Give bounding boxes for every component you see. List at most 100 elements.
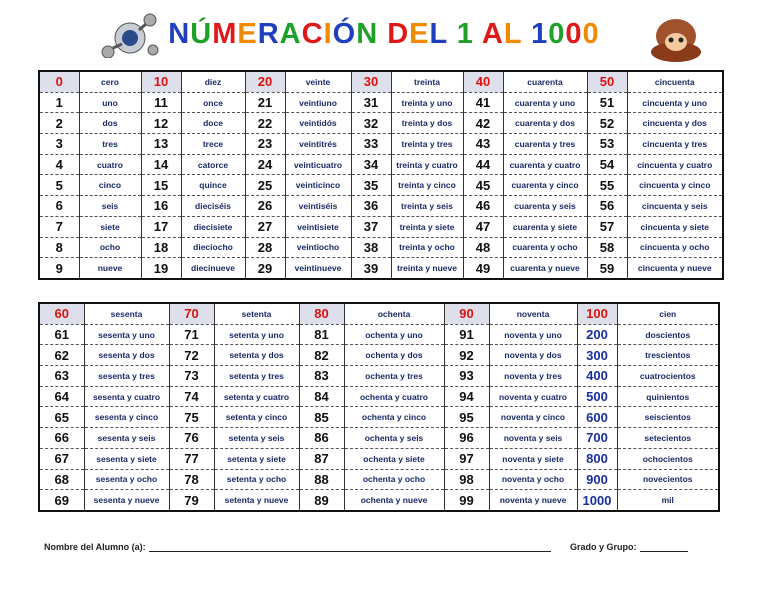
- number-cell: 22: [244, 112, 285, 135]
- table-row: 0 cero 10 diez 20 veinte 30 treinta 40 cuarenta 50…: [38, 71, 723, 93]
- title-letter: R: [257, 18, 280, 50]
- title-letter: Ó: [332, 18, 357, 50]
- number-cell: 87: [298, 448, 344, 470]
- number-cell: 6: [38, 195, 79, 217]
- word-cell: ochenta y dos: [343, 344, 444, 367]
- number-cell: 69: [38, 489, 84, 512]
- word-cell: cuarenta y siete: [502, 216, 587, 238]
- word-cell: sesenta y uno: [83, 324, 169, 346]
- number-cell: 100: [576, 303, 617, 325]
- word-cell: cuarenta y seis: [502, 195, 587, 217]
- number-cell: 43: [462, 133, 503, 155]
- number-cell: 86: [298, 427, 344, 449]
- number-cell: 300: [576, 344, 617, 367]
- word-cell: ochenta: [343, 303, 444, 325]
- word-cell: cuarenta y nueve: [502, 257, 587, 280]
- number-cell: 28: [244, 237, 285, 259]
- word-cell: ochenta y cuatro: [343, 386, 444, 408]
- word-cell: veintidós: [284, 112, 351, 135]
- number-cell: 7: [38, 216, 79, 238]
- number-cell: 0: [38, 71, 79, 93]
- number-cell: 4: [38, 154, 79, 176]
- title-letter: N: [168, 18, 191, 50]
- word-cell: noventa y cuatro: [488, 386, 577, 408]
- word-cell: cincuenta y cuatro: [626, 154, 723, 176]
- word-cell: doscientos: [616, 324, 719, 346]
- word-cell: diecinueve: [180, 257, 245, 280]
- word-cell: veintisiete: [284, 216, 351, 238]
- group-line: [639, 551, 688, 552]
- number-cell: 94: [443, 386, 489, 408]
- word-cell: cincuenta y tres: [626, 133, 723, 155]
- number-cell: 3: [38, 133, 79, 155]
- number-cell: 60: [38, 303, 84, 325]
- number-cell: 42: [462, 112, 503, 135]
- word-cell: cuarenta y ocho: [502, 237, 587, 259]
- number-cell: 77: [168, 448, 214, 470]
- word-cell: treinta y siete: [390, 216, 463, 238]
- word-cell: setenta y cuatro: [213, 386, 299, 408]
- word-cell: noventa: [488, 303, 577, 325]
- word-cell: sesenta y siete: [83, 448, 169, 470]
- table-row: 65 sesenta y cinco 75 setenta y cinco 85 oche…: [38, 406, 719, 429]
- table-row: 69 sesenta y nueve 79 setenta y nueve 89 oche…: [38, 489, 719, 512]
- word-cell: treinta y nueve: [390, 257, 463, 280]
- number-cell: 15: [140, 174, 181, 197]
- word-cell: catorce: [180, 154, 245, 176]
- number-cell: 47: [462, 216, 503, 238]
- word-cell: setenta y cinco: [213, 406, 299, 429]
- number-cell: 1000: [576, 489, 617, 512]
- title-letter: 1: [456, 18, 474, 50]
- word-cell: treinta y uno: [390, 92, 463, 114]
- number-cell: 600: [576, 406, 617, 429]
- word-cell: noventa y seis: [488, 427, 577, 449]
- table-row: 5 cinco 15 quince 25 veinticinco 35 treinta y c…: [38, 174, 723, 197]
- table-row: 64 sesenta y cuatro 74 setenta y cuatro 84 oc…: [38, 386, 719, 408]
- word-cell: sesenta y ocho: [83, 469, 169, 491]
- title-letter: [474, 18, 482, 50]
- number-cell: 20: [244, 71, 285, 93]
- word-cell: cuarenta: [502, 71, 587, 93]
- table-row: 68 sesenta y ocho 78 setenta y ocho 88 ochent…: [38, 469, 719, 491]
- number-cell: 88: [298, 469, 344, 491]
- number-cell: 98: [443, 469, 489, 491]
- number-cell: 29: [244, 257, 285, 280]
- word-cell: diez: [180, 71, 245, 93]
- number-cell: 79: [168, 489, 214, 512]
- title-letter: M: [212, 18, 238, 50]
- word-cell: cuarenta y uno: [502, 92, 587, 114]
- number-cell: 64: [38, 386, 84, 408]
- number-cell: 17: [140, 216, 181, 238]
- number-cell: 57: [586, 216, 627, 238]
- table-row: 61 sesenta y uno 71 setenta y uno 81 ochenta …: [38, 324, 719, 346]
- word-cell: treinta y ocho: [390, 237, 463, 259]
- table-row: 1 uno 11 once 21 veintiuno 31 treinta y uno 41 cu…: [38, 92, 723, 114]
- title-letter: [378, 18, 387, 50]
- word-cell: sesenta y nueve: [83, 489, 169, 512]
- title-letter: E: [237, 18, 258, 50]
- number-cell: 75: [168, 406, 214, 429]
- word-cell: setenta: [213, 303, 299, 325]
- number-cell: 70: [168, 303, 214, 325]
- word-cell: tres: [78, 133, 141, 155]
- word-cell: noventa y cinco: [488, 406, 577, 429]
- number-cell: 73: [168, 365, 214, 387]
- word-cell: once: [180, 92, 245, 114]
- number-cell: 90: [443, 303, 489, 325]
- number-cell: 500: [576, 386, 617, 408]
- number-cell: 33: [350, 133, 391, 155]
- number-cell: 55: [586, 174, 627, 197]
- number-cell: 82: [298, 344, 344, 367]
- table-0-59: 0 cero 10 diez 20 veinte 30 treinta 40 cuarenta 50…: [38, 70, 724, 280]
- number-cell: 99: [443, 489, 489, 512]
- word-cell: cincuenta y seis: [626, 195, 723, 217]
- word-cell: noventa y ocho: [488, 469, 577, 491]
- word-cell: veinte: [284, 71, 351, 93]
- word-cell: dos: [78, 112, 141, 135]
- number-cell: 39: [350, 257, 391, 280]
- word-cell: treinta y cuatro: [390, 154, 463, 176]
- word-cell: setenta y ocho: [213, 469, 299, 491]
- number-cell: 26: [244, 195, 285, 217]
- word-cell: cincuenta y nueve: [626, 257, 723, 280]
